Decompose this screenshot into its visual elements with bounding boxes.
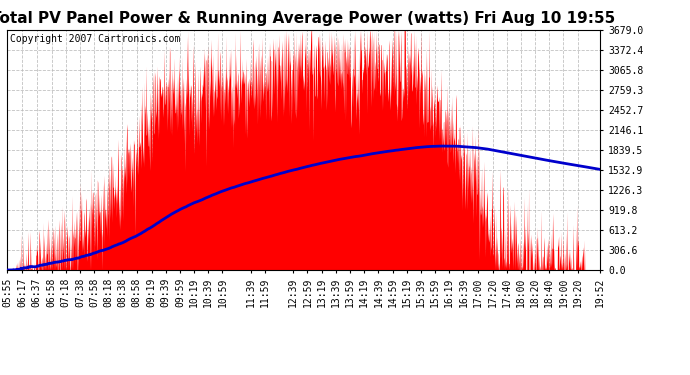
Text: Total PV Panel Power & Running Average Power (watts) Fri Aug 10 19:55: Total PV Panel Power & Running Average P… <box>0 11 615 26</box>
Text: Copyright 2007 Cartronics.com: Copyright 2007 Cartronics.com <box>10 34 180 44</box>
